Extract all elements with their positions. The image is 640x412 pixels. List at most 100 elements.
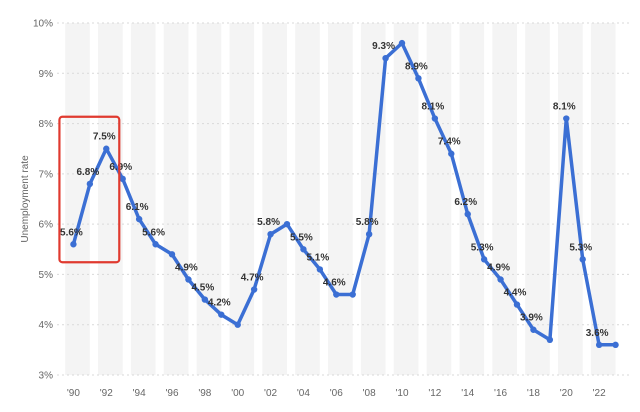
- data-point: [103, 145, 110, 152]
- data-point: [579, 256, 586, 263]
- band-16: [492, 23, 517, 375]
- data-label: 5.3%: [471, 242, 494, 253]
- data-point: [135, 215, 143, 223]
- data-label: 7.5%: [93, 132, 116, 143]
- x-tick-label: '92: [100, 388, 113, 399]
- series-line: [71, 41, 618, 347]
- gridlines: [57, 22, 632, 376]
- data-point: [382, 55, 389, 62]
- data-label: 4.9%: [175, 262, 198, 273]
- data-label: 4.9%: [487, 262, 510, 273]
- y-axis-ticks: 3% 4% 5% 6% 7% 8% 9% 10%: [33, 19, 53, 382]
- x-tick-label: '06: [330, 388, 343, 399]
- x-tick-label: '16: [494, 388, 507, 399]
- y-tick-label: 3%: [39, 371, 54, 382]
- data-point: [530, 326, 537, 333]
- y-axis-label: Unemployment rate: [20, 155, 31, 243]
- data-label: 6.8%: [76, 167, 99, 178]
- data-point: [283, 220, 291, 228]
- data-point: [316, 266, 324, 273]
- data-point: [300, 246, 307, 253]
- x-tick-label: '20: [560, 388, 573, 399]
- band-20: [558, 23, 583, 375]
- data-label: 4.6%: [323, 278, 346, 289]
- data-label: 6.1%: [126, 202, 149, 213]
- data-point: [86, 180, 94, 188]
- data-point: [267, 231, 274, 238]
- data-label: 8.9%: [405, 61, 428, 72]
- data-label: 7.4%: [438, 137, 461, 148]
- data-point: [563, 115, 570, 122]
- data-point: [250, 286, 258, 293]
- band-18: [525, 23, 550, 375]
- x-tick-label: '98: [198, 388, 211, 399]
- y-tick-label: 4%: [39, 320, 54, 331]
- data-label: 8.1%: [553, 102, 576, 113]
- data-point: [415, 75, 422, 82]
- data-label: 4.5%: [191, 283, 214, 294]
- band-04: [295, 23, 320, 375]
- data-label: 9.3%: [372, 41, 395, 52]
- data-point: [70, 241, 77, 248]
- y-tick-label: 6%: [39, 220, 54, 231]
- data-point: [152, 241, 159, 248]
- x-tick-label: '10: [395, 388, 408, 399]
- data-label: 5.5%: [290, 232, 313, 243]
- data-label: 5.3%: [569, 242, 592, 253]
- data-label: 6.9%: [109, 162, 132, 173]
- data-label: 5.6%: [142, 227, 165, 238]
- data-point: [218, 311, 225, 318]
- y-tick-label: 7%: [39, 169, 54, 180]
- data-label: 4.4%: [504, 288, 527, 299]
- data-label: 5.8%: [257, 217, 280, 228]
- data-point: [612, 341, 619, 349]
- data-label: 4.7%: [241, 273, 264, 284]
- x-axis-ticks: '90 '92 '94 '96 '98 '00 '02 '04 '06 '08 '10 '12 '14 '…: [67, 388, 606, 399]
- x-tick-label: '00: [231, 388, 244, 399]
- band-06: [328, 23, 353, 375]
- data-point: [333, 291, 340, 298]
- x-tick-label: '18: [527, 388, 540, 399]
- data-point: [365, 231, 373, 238]
- data-point: [595, 341, 603, 349]
- x-tick-label: '22: [593, 388, 606, 399]
- y-tick-label: 10%: [33, 19, 53, 30]
- data-label: 3.9%: [520, 313, 543, 324]
- highlight-box: [58, 115, 121, 264]
- band-98: [196, 23, 222, 375]
- data-point: [513, 301, 521, 308]
- y-tick-label: 8%: [39, 119, 54, 130]
- band-94: [130, 23, 156, 375]
- data-label: 6.2%: [454, 197, 477, 208]
- data-point: [398, 39, 406, 47]
- data-point: [497, 276, 504, 283]
- data-point: [185, 276, 192, 283]
- data-label: 5.6%: [60, 227, 83, 238]
- background-bands: [65, 23, 616, 375]
- data-label: 5.8%: [356, 217, 379, 228]
- y-tick-label: 5%: [39, 270, 54, 281]
- x-tick-label: '94: [133, 388, 146, 399]
- x-tick-label: '90: [67, 388, 80, 399]
- x-tick-label: '12: [428, 388, 441, 399]
- data-point: [168, 251, 176, 258]
- x-tick-label: '96: [165, 388, 178, 399]
- data-point: [234, 321, 241, 328]
- data-point: [448, 150, 455, 157]
- data-labels: 5.6% 6.8% 7.5% 6.9% 6.1% 5.6% 4.9% 4.5% 4.2% 4.7%…: [60, 41, 609, 339]
- data-label: 5.1%: [306, 252, 329, 263]
- x-tick-label: '02: [264, 388, 277, 399]
- data-point: [480, 256, 488, 263]
- data-label: 4.2%: [208, 298, 231, 309]
- data-points: [70, 39, 619, 349]
- x-tick-label: '04: [297, 388, 310, 399]
- data-point: [464, 210, 471, 218]
- y-tick-label: 9%: [39, 69, 54, 80]
- band-02: [262, 23, 287, 375]
- band-12: [426, 23, 452, 375]
- data-point: [431, 115, 439, 122]
- band-10: [393, 23, 419, 375]
- data-point: [349, 291, 356, 298]
- x-tick-label: '08: [363, 388, 376, 399]
